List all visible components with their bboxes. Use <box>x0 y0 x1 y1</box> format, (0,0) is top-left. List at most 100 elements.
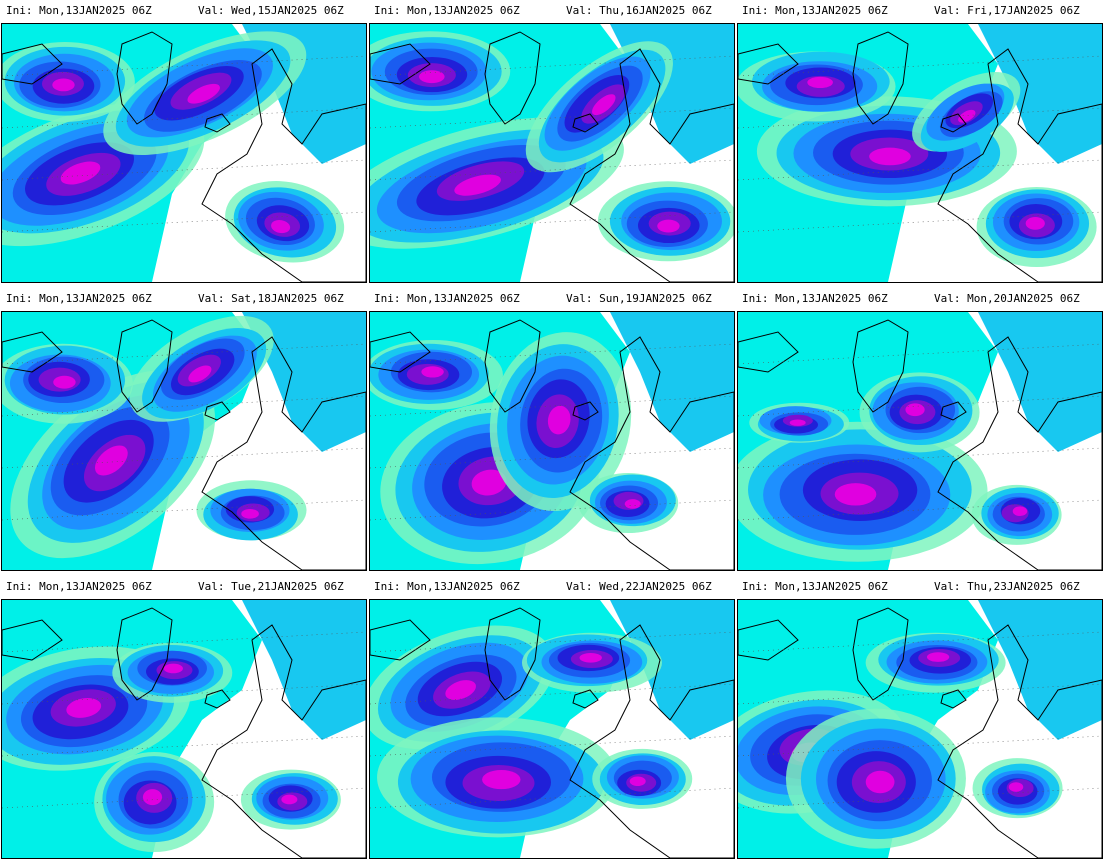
graticule-line <box>370 395 734 417</box>
graticule-line <box>2 395 366 417</box>
coastline <box>116 607 173 701</box>
graticule-line <box>738 447 1102 469</box>
precipitation-field <box>2 312 366 570</box>
forecast-panel: Ini: Mon,13JAN2025 06Z Val: Fri,17JAN2025… <box>736 0 1104 288</box>
coastline <box>370 331 431 373</box>
precip-contour <box>94 445 128 476</box>
forecast-panel: Ini: Mon,13JAN2025 06Z Val: Thu,23JAN2025… <box>736 576 1104 864</box>
precipitation-field <box>2 24 366 282</box>
graticule-line <box>738 159 1102 181</box>
precip-contour <box>624 499 641 509</box>
coastline <box>852 319 909 413</box>
coastline <box>937 336 1102 570</box>
coastline <box>2 331 63 373</box>
precipitation-field <box>738 600 1102 858</box>
coastline <box>572 113 599 133</box>
init-time-label: Ini: Mon,13JAN2025 06Z <box>374 580 520 593</box>
precip-northeast-area <box>978 312 1102 452</box>
precip-contour <box>1008 782 1024 792</box>
graticule-line <box>370 55 734 77</box>
graticule-line <box>738 55 1102 77</box>
coastline <box>738 331 799 373</box>
coastline <box>569 624 734 858</box>
precip-northeast-area <box>978 600 1102 740</box>
precip-contour <box>142 789 163 806</box>
precipitation-field <box>370 24 734 282</box>
precip-contour <box>281 794 298 805</box>
precip-contour <box>1025 216 1045 230</box>
graticule-line <box>370 735 734 757</box>
coastline <box>2 619 63 661</box>
graticule-line <box>2 735 366 757</box>
graticule-line <box>2 447 366 469</box>
graticule-line <box>2 211 366 233</box>
coastline <box>937 624 1102 858</box>
precip-contour <box>807 76 833 89</box>
coastline <box>201 336 366 570</box>
forecast-map <box>369 599 735 859</box>
precip-contour <box>445 680 476 700</box>
forecast-map <box>737 599 1103 859</box>
forecast-panel: Ini: Mon,13JAN2025 06Z Val: Mon,20JAN2025… <box>736 288 1104 576</box>
forecast-map <box>737 311 1103 571</box>
graticule-line <box>370 499 734 521</box>
precip-contour <box>865 770 895 794</box>
valid-time-label: Val: Mon,20JAN2025 06Z <box>934 292 1080 305</box>
graticule-line <box>370 631 734 653</box>
panel-header: Ini: Mon,13JAN2025 06Z Val: Mon,20JAN2025… <box>736 288 1104 310</box>
graticule-line <box>738 395 1102 417</box>
graticule-line <box>2 787 366 809</box>
init-time-label: Ini: Mon,13JAN2025 06Z <box>6 580 152 593</box>
coastline <box>937 48 1102 282</box>
forecast-map <box>1 23 367 283</box>
forecast-panel: Ini: Mon,13JAN2025 06Z Val: Sat,18JAN2025… <box>0 288 368 576</box>
forecast-map <box>369 311 735 571</box>
graticule-line <box>370 787 734 809</box>
precip-contour <box>53 375 76 389</box>
panel-header: Ini: Mon,13JAN2025 06Z Val: Wed,22JAN2025… <box>368 576 736 598</box>
graticule-line <box>2 343 366 365</box>
precipitation-field <box>370 600 734 858</box>
valid-time-label: Val: Thu,16JAN2025 06Z <box>566 4 712 17</box>
graticule-line <box>738 499 1102 521</box>
graticule-line <box>2 631 366 653</box>
panel-header: Ini: Mon,13JAN2025 06Z Val: Thu,23JAN2025… <box>736 576 1104 598</box>
coastline <box>201 48 366 282</box>
init-time-label: Ini: Mon,13JAN2025 06Z <box>742 4 888 17</box>
precip-contour <box>629 776 646 787</box>
precip-contour <box>926 652 950 662</box>
graticule-line <box>370 447 734 469</box>
valid-time-label: Val: Wed,15JAN2025 06Z <box>198 4 344 17</box>
precip-northeast-area <box>242 600 366 740</box>
valid-time-label: Val: Sat,18JAN2025 06Z <box>198 292 344 305</box>
coastline <box>201 624 366 858</box>
coastline <box>484 319 541 413</box>
valid-time-label: Val: Tue,21JAN2025 06Z <box>198 580 344 593</box>
precip-contour <box>52 78 75 92</box>
precip-northeast-area <box>978 24 1102 164</box>
precip-contour <box>905 403 925 417</box>
precip-contour <box>471 469 507 496</box>
coastline <box>569 48 734 282</box>
precip-northeast-area <box>610 312 734 452</box>
precipitation-field <box>2 600 366 858</box>
graticule-line <box>370 211 734 233</box>
coastline <box>738 619 799 661</box>
precip-northeast-area <box>242 312 366 452</box>
coastline <box>116 31 173 125</box>
coastline <box>204 689 231 709</box>
coastline <box>569 336 734 570</box>
forecast-map <box>1 311 367 571</box>
forecast-map <box>737 23 1103 283</box>
valid-time-label: Val: Sun,19JAN2025 06Z <box>566 292 712 305</box>
coastline <box>204 113 231 133</box>
coastline <box>572 689 599 709</box>
panel-header: Ini: Mon,13JAN2025 06Z Val: Sun,19JAN2025… <box>368 288 736 310</box>
valid-time-label: Val: Fri,17JAN2025 06Z <box>934 4 1080 17</box>
graticule-line <box>370 159 734 181</box>
graticule-line <box>738 631 1102 653</box>
graticule-line <box>2 107 366 129</box>
init-time-label: Ini: Mon,13JAN2025 06Z <box>742 580 888 593</box>
forecast-panel: Ini: Mon,13JAN2025 06Z Val: Wed,15JAN2025… <box>0 0 368 288</box>
precipitation-field <box>370 312 734 570</box>
